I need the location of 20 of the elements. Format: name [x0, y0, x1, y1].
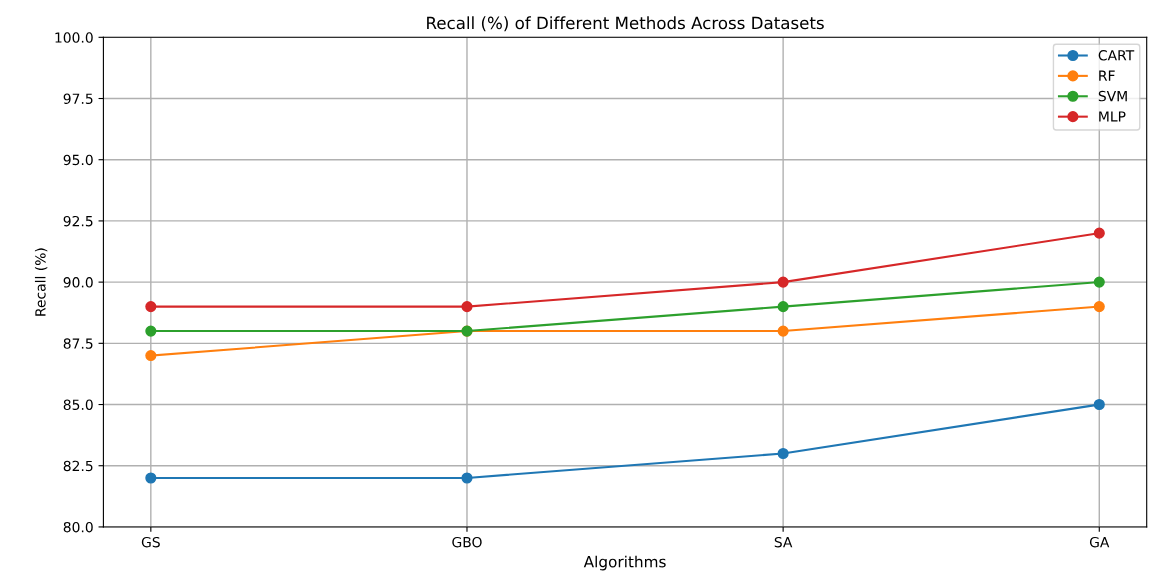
y-axis-title: Recall (%) [34, 248, 48, 316]
legend-label: RF [1099, 70, 1115, 81]
legend-label: CART [1098, 50, 1135, 61]
chart-title: Recall (%) of Different Methods Across Datasets [427, 16, 824, 32]
legend-label: SVM [1098, 90, 1127, 102]
x-axis-title: Algorithms [583, 555, 666, 571]
y-tick-label: 95.0 [63, 154, 93, 166]
y-tick-label: 90.0 [63, 277, 93, 288]
y-tick-label: 100.0 [55, 32, 93, 43]
x-tick-label: GA [1089, 536, 1110, 548]
x-tick-label: SA [774, 536, 793, 548]
legend-label: MLP [1099, 111, 1126, 122]
y-tick-label: 80.0 [63, 521, 93, 533]
y-tick-label: 82.5 [63, 460, 93, 472]
y-tick-label: 92.5 [63, 215, 93, 227]
y-tick-label: 85.0 [63, 399, 93, 410]
y-tick-label: 87.5 [63, 338, 93, 349]
y-tick-label: 97.5 [63, 93, 93, 104]
x-tick-label: GS [141, 536, 160, 548]
x-tick-label: GBO [452, 536, 482, 548]
